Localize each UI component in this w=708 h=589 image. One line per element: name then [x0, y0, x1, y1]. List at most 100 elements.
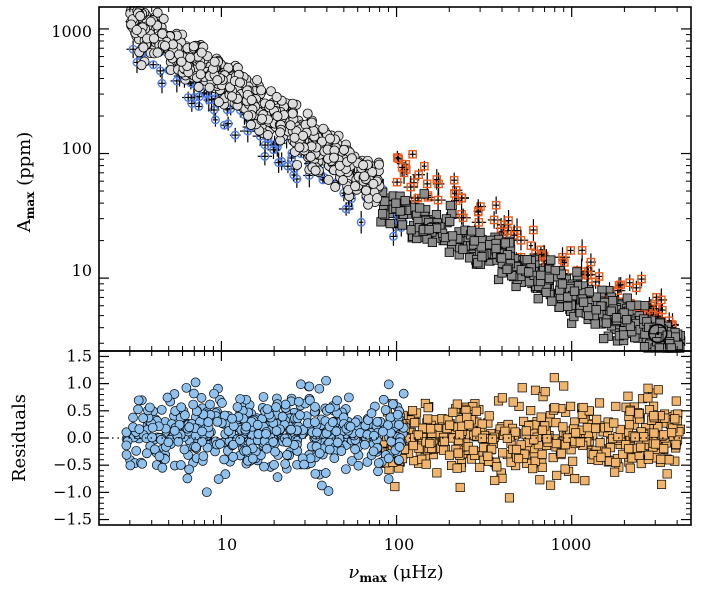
orange-residual-point [624, 420, 634, 430]
orange-point [616, 280, 626, 290]
residuals-panel: −1.5 −1.0 −0.5 0.0 0.5 1.0 1.5 Residuals 10 10… [9, 346, 692, 585]
blue-point [148, 60, 158, 70]
blue-point [356, 217, 366, 227]
grey-square-point [397, 220, 407, 230]
blue-point [199, 88, 209, 98]
light-grey-point [285, 120, 296, 131]
light-grey-point [287, 108, 298, 119]
light-grey-point [328, 152, 339, 163]
light-grey-point [325, 133, 336, 144]
orange-residual-point [667, 428, 677, 438]
ytick-label: 10 [72, 261, 92, 280]
xtick-label: 1000 [551, 535, 592, 554]
orange-residual-point [452, 399, 462, 409]
grey-square-point [563, 301, 573, 312]
orange-residual-point [624, 444, 634, 454]
grey-square-point [377, 209, 388, 219]
orange-point [422, 179, 432, 189]
blue-residual-point [293, 396, 304, 407]
blue-residual-point [163, 437, 174, 448]
ytick-label: 1000 [51, 22, 92, 41]
orange-residual-point [425, 438, 435, 449]
grey-square-point [601, 318, 611, 328]
blue-residual-point [268, 437, 279, 447]
blue-residual-point [184, 422, 195, 433]
grey-square-point [406, 225, 416, 235]
blue-residual-point [380, 405, 391, 415]
orange-point [657, 295, 666, 305]
orange-residual-point [471, 406, 481, 416]
blue-residual-point [176, 402, 187, 413]
light-grey-point [289, 132, 300, 143]
grey-square-point [622, 315, 632, 325]
blue-residual-point [209, 388, 219, 399]
blue-residual-point [219, 454, 229, 465]
grey-square-point [524, 267, 534, 277]
blue-residual-point [181, 382, 192, 393]
blue-residual-point [125, 460, 136, 471]
light-grey-point [227, 91, 238, 102]
ytick-label: −1.0 [53, 482, 92, 501]
blue-point [209, 105, 219, 115]
blue-point [341, 204, 351, 214]
ytick-label: 1.0 [67, 374, 92, 393]
orange-residual-point [410, 418, 420, 428]
orange-residual-point [407, 406, 418, 416]
orange-residual-point [528, 464, 538, 474]
light-grey-point [306, 117, 317, 128]
orange-residual-point [559, 381, 569, 391]
orange-residual-point [558, 422, 568, 432]
orange-residual-point [542, 434, 552, 444]
blue-residual-point [141, 448, 152, 459]
orange-residual-point [575, 437, 585, 447]
blue-residual-point [282, 437, 292, 448]
light-grey-point [204, 82, 215, 93]
orange-point [476, 202, 485, 211]
blue-residual-point [203, 417, 214, 427]
orange-residual-point [537, 462, 547, 472]
orange-point [408, 149, 417, 159]
grey-square-point [547, 296, 557, 306]
orange-residual-point [592, 414, 602, 424]
grey-square-point [546, 255, 556, 265]
orange-point [489, 215, 499, 225]
orange-residual-point [618, 449, 628, 459]
blue-residual-point [180, 410, 190, 420]
grey-square-point [536, 270, 546, 280]
orange-residual-point [546, 480, 556, 490]
blue-point [268, 145, 278, 155]
orange-residual-point [511, 444, 522, 455]
orange-residual-point [630, 432, 640, 442]
grey-square-point [445, 200, 455, 211]
light-grey-point [188, 41, 199, 52]
blue-residual-point [321, 375, 331, 386]
blue-residual-point [345, 421, 356, 432]
blue-residual-point [392, 409, 403, 420]
light-grey-point [294, 142, 305, 153]
ytick-label: −0.5 [53, 455, 92, 474]
orange-point [625, 278, 635, 288]
orange-point [632, 283, 641, 293]
blue-residual-point [147, 432, 157, 443]
blue-residual-point [173, 436, 184, 447]
blue-residual-point [196, 393, 207, 403]
blue-residual-point [137, 458, 148, 469]
blue-residual-point [133, 395, 144, 406]
blue-residual-point [271, 402, 281, 412]
blue-residual-point [205, 399, 215, 410]
blue-point [157, 78, 167, 88]
orange-residual-point [517, 383, 527, 393]
orange-residual-point [455, 430, 465, 440]
blue-residual-point [320, 468, 331, 478]
blue-residual-point [304, 381, 315, 392]
light-grey-point [287, 98, 298, 109]
xtick-label: 10 [217, 535, 237, 554]
blue-residual-point [201, 487, 212, 498]
grey-square-point [666, 343, 676, 353]
light-grey-point [361, 185, 372, 196]
grey-square-point [626, 301, 636, 311]
blue-residual-point [383, 474, 394, 484]
ytick-label: 0.5 [67, 401, 92, 420]
orange-residual-point [550, 403, 560, 413]
grey-square-point [424, 225, 434, 235]
